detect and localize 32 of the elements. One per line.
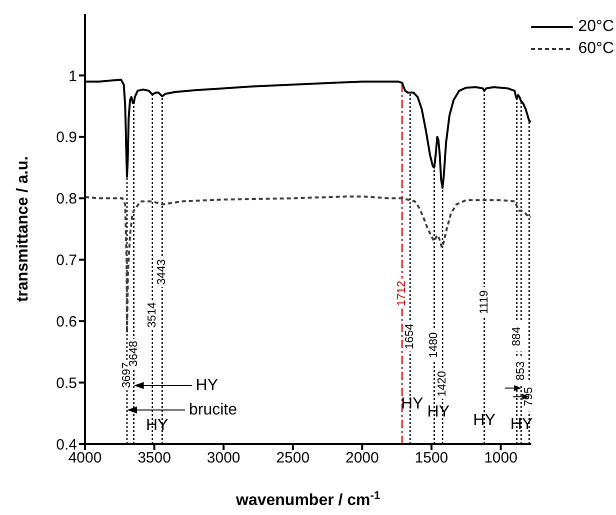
ref-line-label: 3443 <box>156 259 168 285</box>
ref-line-label: 3648 <box>128 340 140 366</box>
annotation: HY <box>196 377 218 394</box>
annotation: HY <box>427 404 450 421</box>
annotation: HY <box>473 412 496 430</box>
ref-line-label: 1119 <box>478 290 490 314</box>
ref-line-label: 1654 <box>404 323 416 350</box>
legend-label: 60°C <box>578 40 614 58</box>
annotation: HY <box>510 416 533 433</box>
legend-label: 20°C <box>578 18 614 36</box>
x-tick-label: 3500 <box>138 450 171 467</box>
ref-line-label: 1480 <box>428 332 440 358</box>
x-tick-label: 1000 <box>484 450 518 467</box>
x-tick-label: 2000 <box>345 450 379 467</box>
y-tick-label: 0.5 <box>56 374 77 392</box>
ref-line-label: 1712 <box>396 280 408 306</box>
x-tick-label: 2500 <box>276 450 310 467</box>
x-tick-label: 3000 <box>206 450 240 467</box>
ref-line-label: 853 <box>515 361 528 380</box>
ref-line-label: 884 <box>510 326 523 346</box>
ref-line-label: 1420 <box>436 371 449 397</box>
annotation: brucite <box>188 402 238 419</box>
annotation: HY <box>146 417 169 434</box>
x-tick-label: 1500 <box>414 450 448 467</box>
y-tick-label: 0.6 <box>56 313 77 330</box>
y-axis-title: transmittance / a.u. <box>14 156 32 302</box>
ref-line-label: 3514 <box>146 302 158 328</box>
y-tick-label: 0.9 <box>56 129 77 146</box>
x-axis-title: wavenumber / cm$^{-1}$ <box>235 490 380 509</box>
y-tick-label: 1 <box>68 68 77 85</box>
y-tick-label: 0.8 <box>56 190 77 208</box>
y-tick-label: 0.7 <box>56 252 77 270</box>
